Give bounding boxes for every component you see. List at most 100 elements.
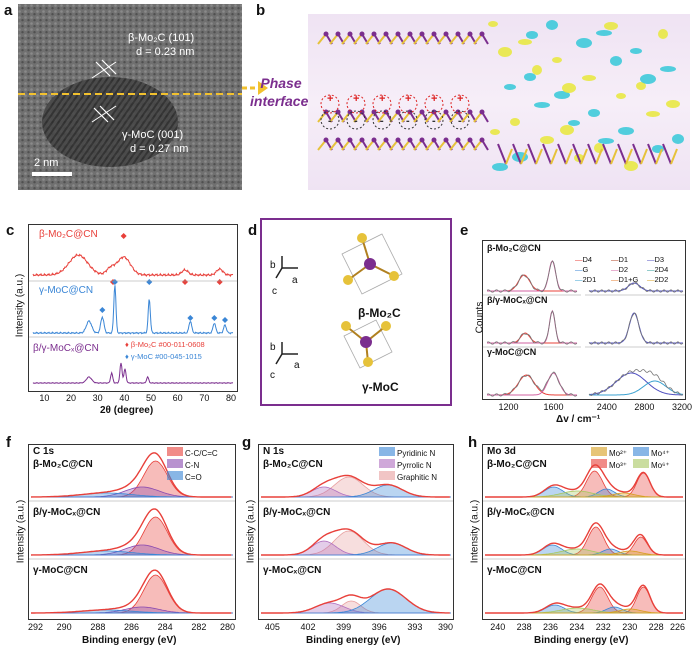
h-xtick: 238 [516,622,532,632]
raman-trace [588,368,684,397]
charge-negative: - [458,115,462,127]
bond [610,148,618,165]
charge-negative-circle [424,110,444,130]
e-legend-item: —G [575,265,589,274]
e-legend-item: —D1+G [611,275,639,284]
charge-density-lobe [540,136,554,144]
unit-cell-outline [343,319,393,369]
g-legend-label: Graphitic N [397,473,438,482]
ref-marker [211,315,218,321]
axis-c-arrow [275,353,283,365]
charge-density-lobe [636,82,646,90]
callout-line-2: interfaces [250,93,317,109]
h-sample-label: β/γ-MoCₓ@CN [487,507,555,518]
h-legend-item: Mo⁶⁺ [633,459,675,471]
charge-density-lobe [618,127,634,135]
g-xtick: 393 [407,622,423,632]
unit-cell-outline [341,233,403,295]
h-legend-label: Mo⁴⁺ [651,449,670,458]
c-atom [364,258,376,270]
f-legend-label: C=O [185,473,202,482]
bond [587,143,597,165]
c-xtick: 20 [66,393,77,403]
f-sample-label: β/γ-MoCₓ@CN [33,507,101,518]
bond [565,148,573,165]
f-legend-label: C-C/C=C [185,449,218,458]
beta-mo2c-plane-label: β-Mo₂C (101) [128,32,195,44]
e-xtick: 1200 [498,402,519,412]
charge-positive: + [405,93,411,105]
e-legend-item-label: D2 [618,265,629,274]
ref-marker [111,279,118,285]
mo-atom [419,137,425,143]
raman-component [487,260,577,292]
e-legend-item-label: D1 [618,255,629,264]
g-legend-item: Graphitic N [379,471,451,483]
e-legend-item: —D1 [611,255,629,264]
e-legend-item-label: 2D2 [654,275,669,284]
mo-atom [347,31,353,37]
e-xtick: 3200 [672,402,692,412]
gamma-moc-plane-label: γ-MoC (001) [122,129,184,141]
mo-atom [419,31,425,37]
panel-h-label: h [468,434,478,451]
raman-component [588,372,683,396]
xps-envelope [31,569,232,614]
charge-density-lobe [534,102,550,108]
h-legend: Mo²⁺ Mo⁴⁺ Mo³⁺ Mo⁶⁺ [591,447,683,471]
mo-atom [343,275,353,285]
bond [572,143,582,165]
panel-d-box: β-Mo₂C γ-MoC b a c b a c [260,218,452,406]
charge-density-lobe [624,161,638,171]
charge-positive: + [327,93,333,105]
h-legend-item: Mo²⁺ [591,447,633,459]
charge-density-lobe [604,22,618,30]
charge-density-lobe [610,56,622,66]
ref-marker [222,317,228,323]
h-xtick: 236 [543,622,559,632]
mo-atom [467,109,473,115]
panel-g-plot: β-Mo₂C@CN β/γ-MoCₓ@CN γ-MoCₓ@CN N 1s Pyridin… [258,444,454,620]
h-sample-label: β-Mo₂C@CN [487,459,547,470]
bond [557,143,567,165]
panel-g-label: g [242,434,252,451]
panel-h-plot: β-Mo₂C@CN β/γ-MoCₓ@CN γ-MoC@CN Mo 3d Mo²⁺ Mo⁴… [482,444,686,620]
raman-component [487,332,577,344]
bond [542,143,552,165]
g-sample-label: β-Mo₂C@CN [263,459,323,470]
scalebar-label: 2 nm [34,157,59,169]
e-sample-1-label: β-Mo₂C@CN [487,243,541,253]
h-legend-label: Mo⁶⁺ [651,461,670,470]
ref-marker [182,279,188,285]
mo-atom [479,109,485,115]
gamma-moc-dspacing-label: d = 0.27 nm [130,143,189,155]
charge-negative: - [406,115,410,127]
mo-atom [479,137,485,143]
charge-density-lobe [488,21,498,27]
c-series-3-label: β/γ-MoCₓ@CN [33,343,99,354]
g-xtick: 402 [300,622,316,632]
f-title: C 1s [33,446,55,457]
f-legend-item: C-C/C=C [167,447,233,459]
mo-atom [479,31,485,37]
g-xlabel: Binding energy (eV) [306,635,401,646]
g-legend-item: Pyridinic N [379,447,451,459]
raman-trace [486,260,578,293]
raman-trace [486,310,578,345]
mo-atom [395,31,401,37]
c-xtick: 70 [199,393,210,403]
xrd-trace-beta-mo2c [32,253,234,278]
mo-atom [341,321,351,331]
e-xtick-row: 1200 1600 2400 2800 3200 [482,402,692,414]
panel-b-structure-image: + - + - + - + - + - + - [308,14,690,190]
mo-atom [395,137,401,143]
charge-density-lobe [504,84,516,90]
h-legend-item: Mo⁴⁺ [633,447,675,459]
d-axis-c-1: c [272,286,277,297]
mo-atom [347,137,353,143]
xps-component [261,530,451,556]
g-xtick: 399 [336,622,352,632]
callout-arrow [242,81,268,95]
c-ref-2-label: ♦ γ-MoC #00-045-1015 [125,352,202,361]
h-ylabel: Intensity (a.u.) [469,499,481,564]
